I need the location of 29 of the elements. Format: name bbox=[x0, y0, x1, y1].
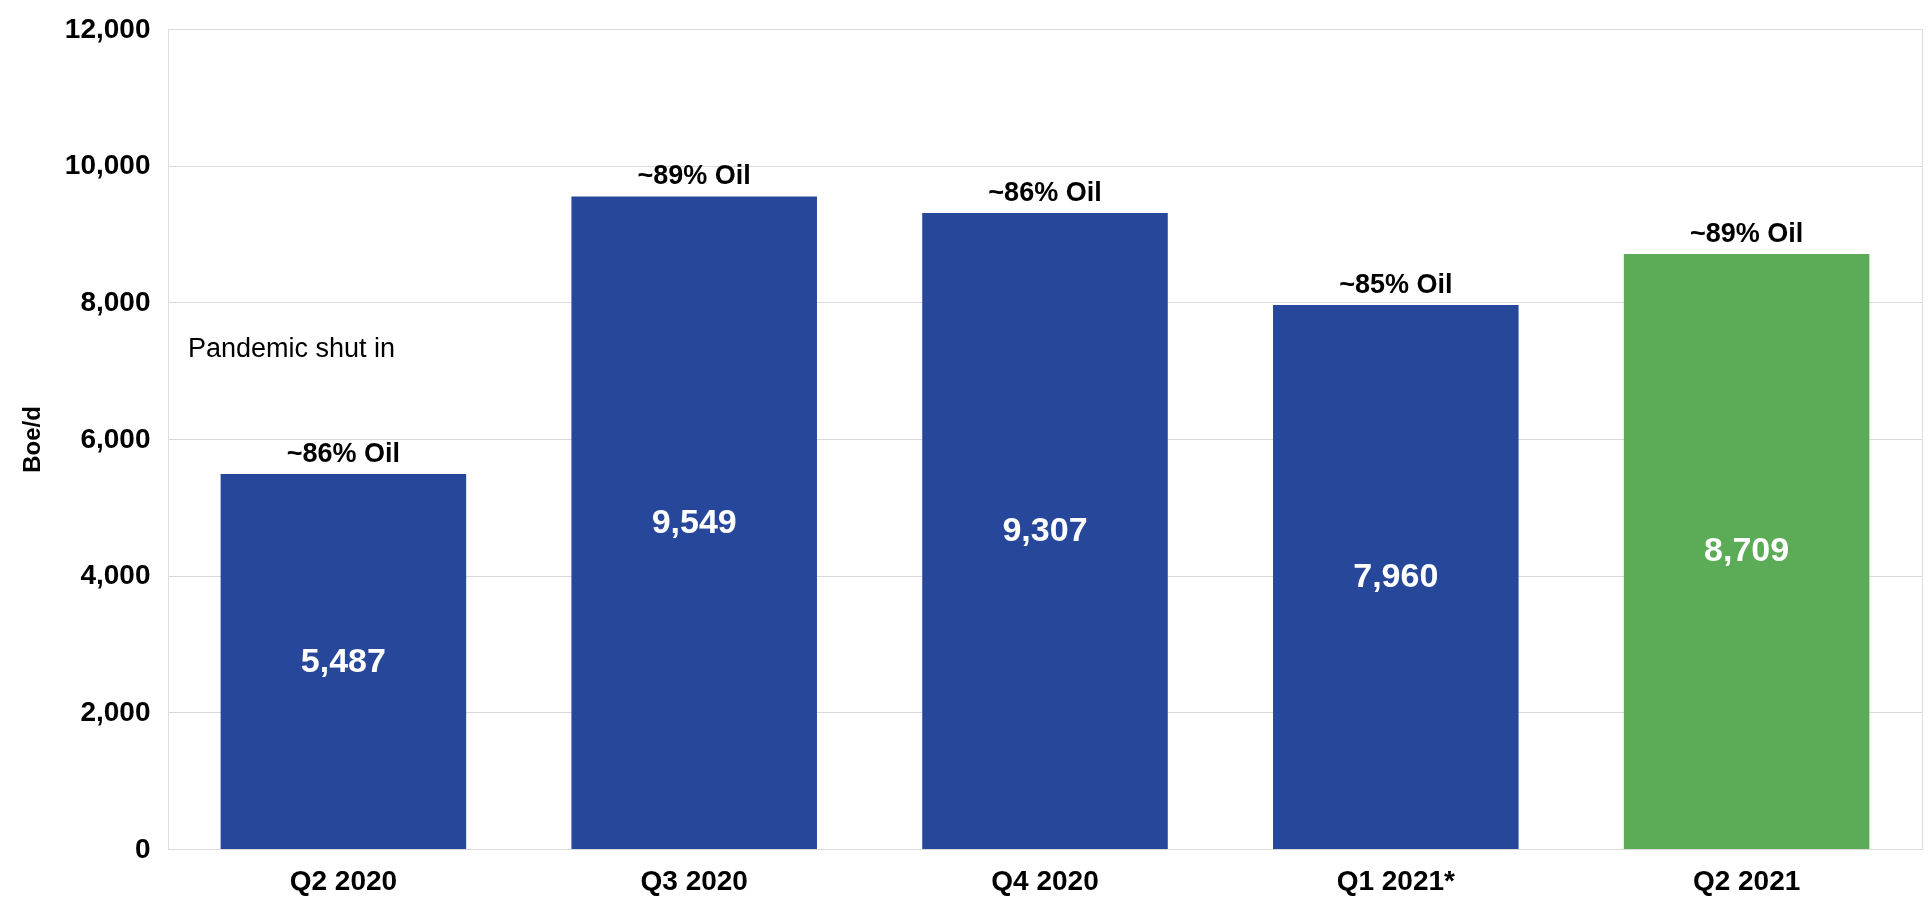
data-label: 7,960 bbox=[1353, 556, 1439, 595]
y-tick-label: 8,000 bbox=[80, 285, 151, 317]
y-tick-label: 12,000 bbox=[64, 12, 151, 44]
y-axis-title: Boe/d bbox=[17, 406, 45, 473]
x-tick-label: Q2 2020 bbox=[289, 864, 398, 896]
data-label: 9,307 bbox=[1002, 510, 1088, 549]
y-tick-label: 6,000 bbox=[80, 422, 151, 454]
annotation: ~89% Oil bbox=[1689, 217, 1804, 248]
annotation: Pandemic shut in bbox=[188, 333, 396, 363]
annotation: ~86% Oil bbox=[988, 177, 1102, 208]
annotation: ~86% Oil bbox=[286, 438, 401, 469]
bar bbox=[220, 474, 467, 849]
x-tick-label: Q1 2021* bbox=[1336, 864, 1456, 896]
annotation: ~85% Oil bbox=[1339, 269, 1453, 300]
bar bbox=[571, 196, 817, 849]
x-tick-label: Q4 2020 bbox=[991, 864, 1099, 896]
y-tick-label: 2,000 bbox=[80, 695, 151, 727]
annotation: ~89% Oil bbox=[637, 160, 751, 191]
bar bbox=[1623, 253, 1870, 849]
bar bbox=[1273, 305, 1519, 849]
y-tick-label: 0 bbox=[134, 832, 151, 864]
data-label: 5,487 bbox=[300, 640, 386, 679]
data-label: 9,549 bbox=[651, 501, 737, 540]
x-tick-label: Q2 2021 bbox=[1692, 864, 1801, 896]
data-label: 8,709 bbox=[1704, 530, 1790, 569]
y-tick-label: 10,000 bbox=[64, 149, 151, 181]
y-tick-label: 4,000 bbox=[80, 559, 151, 591]
x-tick-label: Q3 2020 bbox=[640, 864, 748, 896]
bar bbox=[922, 213, 1168, 849]
